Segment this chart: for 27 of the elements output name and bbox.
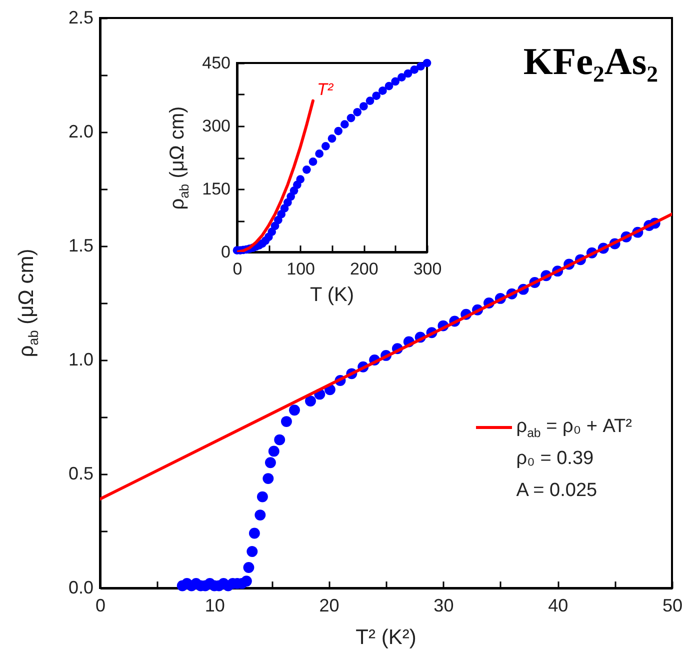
annotation: KFe₂As₂ xyxy=(523,40,658,84)
y-tick-label: 2.0 xyxy=(68,122,94,142)
y-tick-label: 300 xyxy=(202,116,230,136)
x-tick-label: 20 xyxy=(319,596,340,616)
x-tick-label: 0 xyxy=(232,260,242,278)
y-tick-label: 1.5 xyxy=(68,236,94,256)
x-axis-title: T (K) xyxy=(310,284,354,307)
x-tick-label: 0 xyxy=(95,596,106,616)
y-tick-label: 1.0 xyxy=(68,350,94,370)
x-tick-label: 10 xyxy=(204,596,225,616)
annotation: A = 0.025 xyxy=(516,480,598,502)
y-tick-label: 0.5 xyxy=(68,464,94,484)
x-tick-label: 200 xyxy=(350,260,378,278)
x-tick-label: 50 xyxy=(662,596,682,616)
legend-label: ρ$_{ab}$ = ρ₀ + AT² xyxy=(516,416,632,440)
x-tick-label: 30 xyxy=(434,596,454,616)
x-axis-title: T² (K²) xyxy=(356,626,416,650)
series-label: T² xyxy=(317,80,334,99)
x-tick-label: 100 xyxy=(286,260,316,278)
y-tick-label: 2.5 xyxy=(68,8,94,28)
y-tick-label: 0 xyxy=(221,242,230,262)
annotation: ρ₀ = 0.39 xyxy=(516,448,595,470)
x-tick-label: 40 xyxy=(548,596,568,616)
y-tick-label: 450 xyxy=(202,54,230,72)
y-tick-label: 0.0 xyxy=(68,578,94,598)
x-tick-label: 300 xyxy=(413,260,442,278)
y-tick-label: 150 xyxy=(202,180,230,198)
